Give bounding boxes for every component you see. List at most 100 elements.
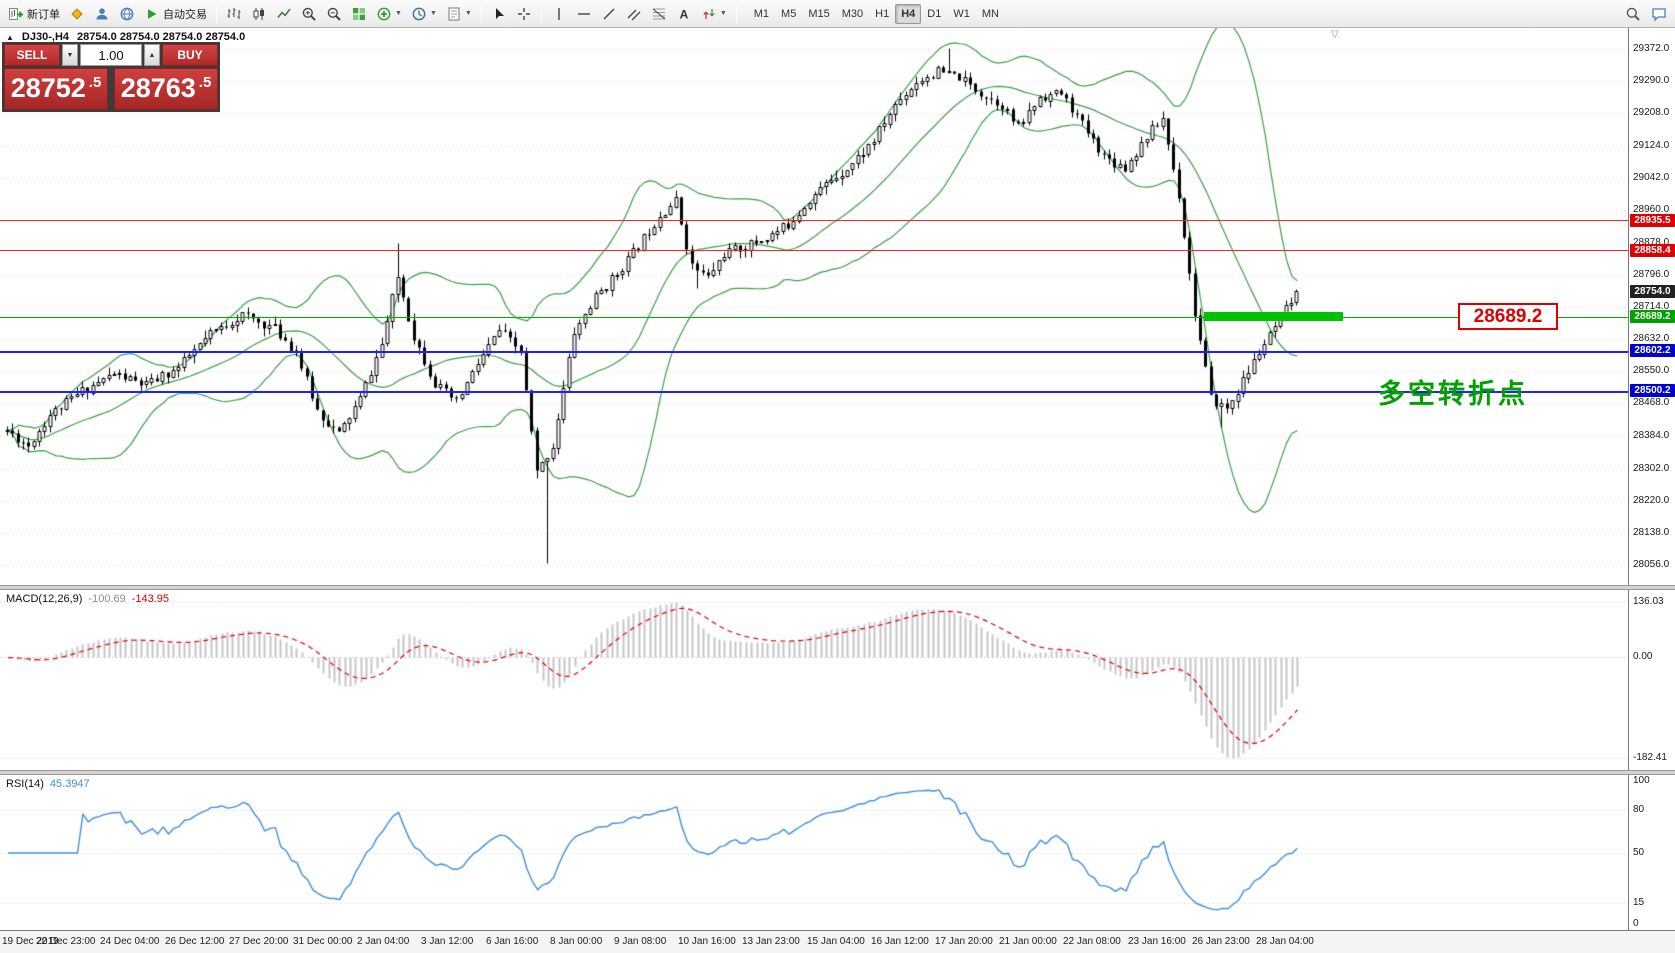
panel-separator[interactable] [0, 585, 1675, 590]
cursor-button[interactable] [487, 3, 511, 25]
template-button[interactable]: ▼ [442, 3, 476, 25]
buy-button[interactable]: BUY [162, 44, 218, 66]
indicators-button[interactable]: ▼ [372, 3, 406, 25]
volume-input[interactable]: 1.00 [80, 44, 142, 66]
bar-chart-button[interactable] [222, 3, 246, 25]
horizontal-line-28602.2[interactable] [0, 351, 1628, 353]
time-label: 8 Jan 00:00 [550, 936, 603, 947]
timeframe-d1[interactable]: D1 [921, 4, 947, 24]
trendline-button[interactable] [597, 3, 621, 25]
autotrading-button[interactable]: 自动交易 [140, 3, 211, 25]
text-tool-button[interactable]: A [672, 3, 696, 25]
time-label: 13 Jan 23:00 [742, 936, 800, 947]
horizontal-line-28689.2[interactable] [0, 317, 1628, 318]
tile-windows-button[interactable] [347, 3, 371, 25]
timeframe-m15[interactable]: M15 [802, 4, 835, 24]
ask-price-button[interactable]: 28763 .5 [114, 68, 218, 110]
community-button[interactable] [115, 3, 139, 25]
time-label: 22 Jan 08:00 [1063, 936, 1121, 947]
price-tick: 29290.0 [1633, 74, 1670, 86]
ask-price-main: 28763 [120, 73, 196, 103]
metaeditor-icon [69, 6, 85, 22]
channel-icon [626, 6, 642, 22]
panel-separator[interactable] [0, 770, 1675, 775]
price-marker: 28500.2 [1630, 384, 1675, 398]
toolbar-separator [480, 4, 482, 23]
horizontal-line-28935.5[interactable] [0, 220, 1628, 221]
cursor-arrow-icon [491, 6, 507, 22]
volume-decrease-button[interactable]: ▼ [62, 44, 78, 66]
vertical-line-icon [551, 6, 567, 22]
vertical-line-button[interactable] [547, 3, 571, 25]
arrows-tool-button[interactable]: ▼ [697, 3, 731, 25]
macd-scale-tick: 136.03 [1633, 596, 1664, 607]
globe-icon [119, 6, 135, 22]
price-tick: 28796.0 [1633, 268, 1670, 280]
support-highlight-bar[interactable] [1204, 312, 1343, 321]
price-tick: 28878.0 [1633, 236, 1670, 248]
price-marker: 28754.0 [1630, 284, 1675, 298]
clock-icon [411, 6, 427, 22]
metaeditor-button[interactable] [65, 3, 89, 25]
sell-button[interactable]: SELL [4, 44, 60, 66]
volume-increase-button[interactable]: ▲ [144, 44, 160, 66]
trade-panel-top-row: SELL ▼ 1.00 ▲ BUY [4, 44, 218, 66]
line-chart-button[interactable] [272, 3, 296, 25]
time-axis[interactable]: 19 Dec 2019 22 Dec 23:00 24 Dec 04:00 26 De… [0, 930, 1675, 953]
crosshair-button[interactable] [512, 3, 536, 25]
profile-button[interactable] [90, 3, 114, 25]
timeframe-mn[interactable]: MN [976, 4, 1005, 24]
period-button[interactable]: ▼ [407, 3, 441, 25]
chart-window: ▲ DJ30-,H4 28754.0 28754.0 28754.0 28754… [0, 28, 1675, 953]
bid-price-pips: .5 [88, 74, 102, 91]
channel-button[interactable] [622, 3, 646, 25]
toolbar-separator [216, 4, 217, 23]
price-tick: 28302.0 [1633, 462, 1670, 474]
timeframe-m30[interactable]: M30 [836, 4, 869, 24]
horizontal-line-button[interactable] [572, 3, 596, 25]
price-scale[interactable]: 29372.0 29290.0 29208.0 29124.0 29042.0 28960… [1628, 28, 1675, 930]
chevron-down-icon: ▼ [429, 10, 437, 17]
time-label: 10 Jan 16:00 [678, 936, 736, 947]
svg-text:A: A [679, 7, 688, 21]
timeframe-m1[interactable]: M1 [748, 4, 775, 24]
timeframe-h1[interactable]: H1 [869, 4, 895, 24]
rsi-panel-canvas[interactable] [0, 775, 1628, 930]
horizontal-line-28858.4[interactable] [0, 250, 1628, 251]
play-icon [144, 6, 160, 22]
chart-shift-marker[interactable]: ▽ [1331, 29, 1339, 40]
rsi-value: 45.3947 [49, 778, 90, 790]
zoom-in-button[interactable] [297, 3, 321, 25]
macd-scale-tick: 0.00 [1633, 651, 1653, 662]
price-tick: 28138.0 [1633, 526, 1670, 538]
price-tick: 28384.0 [1633, 430, 1670, 442]
horizontal-line-icon [576, 6, 592, 22]
zoom-out-icon [326, 6, 342, 22]
timeframe-m5[interactable]: M5 [775, 4, 802, 24]
search-icon [1625, 6, 1641, 22]
zoom-out-button[interactable] [322, 3, 346, 25]
macd-panel-canvas[interactable] [0, 590, 1628, 770]
fibonacci-button[interactable] [647, 3, 671, 25]
macd-signal-value: -143.95 [131, 593, 170, 605]
price-callout-box[interactable]: 28689.2 [1458, 303, 1558, 330]
macd-name: MACD(12,26,9) [6, 593, 83, 605]
time-label: 9 Jan 08:00 [614, 936, 667, 947]
timeframe-w1[interactable]: W1 [947, 4, 976, 24]
time-label: 21 Jan 00:00 [999, 936, 1057, 947]
time-label: 6 Jan 16:00 [486, 936, 539, 947]
bid-price-button[interactable]: 28752 .5 [4, 68, 108, 110]
time-label: 22 Dec 23:00 [36, 936, 96, 947]
price-tick: 29042.0 [1633, 172, 1670, 184]
turning-point-note[interactable]: 多空转折点 [1378, 379, 1528, 409]
candle-chart-button[interactable] [247, 3, 271, 25]
new-order-button[interactable]: 新订单 [4, 3, 64, 25]
timeframe-group: M1 M5 M15 M30 H1 H4 D1 W1 MN [748, 3, 1005, 24]
fibonacci-icon [651, 6, 667, 22]
chevron-down-icon: ▼ [464, 10, 472, 17]
search-button[interactable] [1621, 3, 1645, 25]
timeframe-h4[interactable]: H4 [895, 3, 922, 24]
chat-button[interactable] [1647, 3, 1671, 25]
main-chart-canvas[interactable] [0, 28, 1628, 585]
horizontal-line-28500.2[interactable] [0, 391, 1628, 393]
